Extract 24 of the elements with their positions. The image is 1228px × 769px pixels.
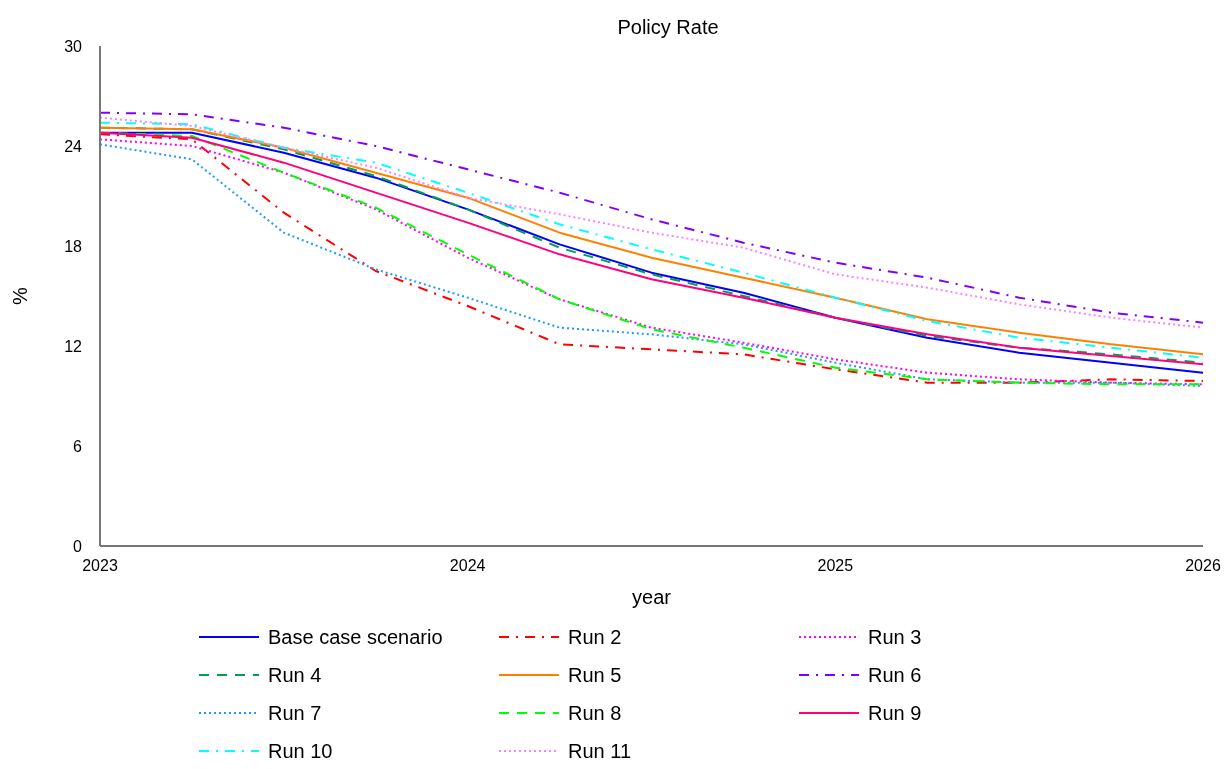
- legend-label: Run 3: [868, 625, 922, 649]
- y-tick-label: 6: [73, 437, 83, 455]
- x-tick-label: 2026: [1185, 557, 1221, 575]
- legend-label: Run 9: [868, 701, 922, 725]
- y-tick-label: 12: [64, 337, 83, 355]
- legend-label: Run 4: [268, 663, 322, 687]
- x-tick-label: 2024: [449, 557, 486, 575]
- legend-label: Run 8: [568, 701, 622, 725]
- y-tick-label: 24: [64, 137, 83, 155]
- legend-label: Run 5: [568, 663, 622, 687]
- y-tick-label: 30: [64, 37, 83, 55]
- legend-label: Run 6: [868, 663, 922, 687]
- chart-title: Policy Rate: [616, 15, 720, 38]
- x-axis-title: year: [632, 586, 672, 608]
- x-tick-label: 2025: [817, 557, 854, 575]
- legend-label: Run 11: [568, 739, 632, 763]
- legend-label: Run 7: [268, 701, 322, 725]
- y-tick-label: 0: [73, 537, 83, 555]
- legend-label: Run 2: [568, 625, 622, 649]
- y-tick-label: 18: [64, 237, 83, 255]
- y-axis-title: %: [9, 286, 32, 305]
- legend-label: Run 10: [268, 739, 333, 763]
- legend-label: Base case scenario: [268, 625, 443, 649]
- x-tick-label: 2023: [82, 557, 118, 575]
